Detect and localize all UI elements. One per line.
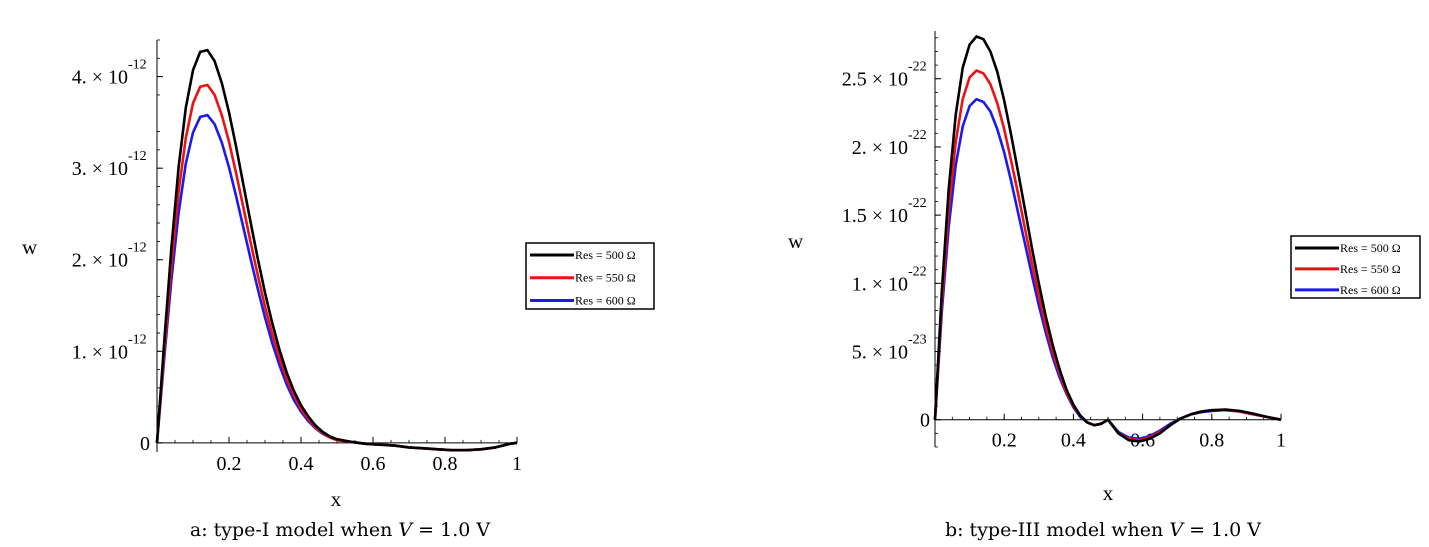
figure-caption: a: type-I model when V = 1.0 V	[190, 519, 491, 541]
x-tick-label: 0.4	[1061, 430, 1086, 452]
series-line-res-500	[933, 35, 1282, 443]
legend-label: Res = 600 Ω	[1340, 283, 1401, 297]
x-tick-label: 0.8	[1199, 430, 1224, 452]
y-tick-exponent: -23	[908, 333, 927, 348]
x-axis-label: x	[331, 487, 342, 511]
figure-caption: b: type-III model when V = 1.0 V	[945, 519, 1261, 541]
legend-box	[1290, 235, 1421, 299]
y-tick-label: 4. × 10	[72, 67, 128, 89]
caption-prefix: a: type-I model when	[190, 519, 399, 541]
y-tick-mantissa: 5. × 10	[852, 342, 908, 364]
panel-b: 05. × 10-231. × 10-221.5 × 10-222. × 10-…	[788, 31, 1421, 541]
y-tick-mantissa: 2. × 10	[72, 250, 128, 272]
legend-label: Res = 600 Ω	[575, 293, 636, 307]
legend-label: Res = 500 Ω	[1340, 241, 1401, 255]
y-tick-mantissa: 1.5 × 10	[842, 205, 908, 227]
y-tick-exponent: -22	[908, 128, 927, 143]
y-tick-mantissa: 0	[920, 410, 930, 432]
y-tick-mantissa: 3. × 10	[72, 158, 128, 180]
y-tick-exponent: -12	[128, 241, 147, 256]
y-tick-mantissa: 4. × 10	[72, 67, 128, 89]
y-tick-label: 2. × 10	[852, 137, 908, 159]
x-tick-label: 1	[512, 453, 522, 475]
y-tick-label: 0	[920, 410, 930, 432]
y-tick-exponent: -12	[128, 58, 147, 73]
series-line-res-600	[155, 113, 518, 452]
y-tick-label: 5. × 10	[852, 342, 908, 364]
y-tick-mantissa: 2. × 10	[852, 137, 908, 159]
legend-label: Res = 550 Ω	[575, 271, 636, 285]
caption-suffix: = 1.0 V	[412, 519, 490, 541]
y-tick-label: 2.5 × 10	[842, 69, 908, 91]
x-tick-label: 0.6	[361, 453, 386, 475]
y-tick-exponent: -12	[128, 332, 147, 347]
y-tick-exponent: -22	[908, 60, 927, 75]
series-line-res-600	[933, 97, 1282, 441]
x-tick-label: 0.4	[289, 453, 314, 475]
y-tick-label: 1. × 10	[72, 341, 128, 363]
caption-suffix: = 1.0 V	[1183, 519, 1261, 541]
caption-variable: V	[398, 519, 414, 541]
y-tick-exponent: -22	[908, 264, 927, 279]
panel-a: 01. × 10-122. × 10-123. × 10-124. × 10-1…	[22, 39, 655, 541]
x-tick-label: 0.2	[992, 430, 1017, 452]
y-tick-mantissa: 1. × 10	[852, 273, 908, 295]
x-tick-label: 0.2	[217, 453, 242, 475]
caption-prefix: b: type-III model when	[945, 519, 1169, 541]
legend-label: Res = 550 Ω	[1340, 262, 1401, 276]
x-tick-label: 1	[1276, 430, 1286, 452]
y-tick-label: 3. × 10	[72, 158, 128, 180]
y-tick-exponent: -22	[908, 196, 927, 211]
y-axis-label: w	[22, 235, 38, 259]
y-tick-mantissa: 0	[140, 433, 150, 455]
series-line-res-550	[155, 83, 518, 452]
y-tick-label: 0	[140, 433, 150, 455]
y-tick-label: 1.5 × 10	[842, 205, 908, 227]
y-tick-mantissa: 2.5 × 10	[842, 69, 908, 91]
y-tick-label: 2. × 10	[72, 250, 128, 272]
y-tick-mantissa: 1. × 10	[72, 341, 128, 363]
series-line-res-550	[933, 69, 1282, 442]
x-axis-label: x	[1103, 481, 1114, 505]
legend-label: Res = 500 Ω	[575, 248, 636, 262]
y-tick-exponent: -12	[128, 149, 147, 164]
series-line-res-500	[155, 48, 518, 452]
y-tick-label: 1. × 10	[852, 273, 908, 295]
y-axis-label: w	[788, 229, 804, 253]
caption-variable: V	[1169, 519, 1185, 541]
x-tick-label: 0.8	[433, 453, 458, 475]
